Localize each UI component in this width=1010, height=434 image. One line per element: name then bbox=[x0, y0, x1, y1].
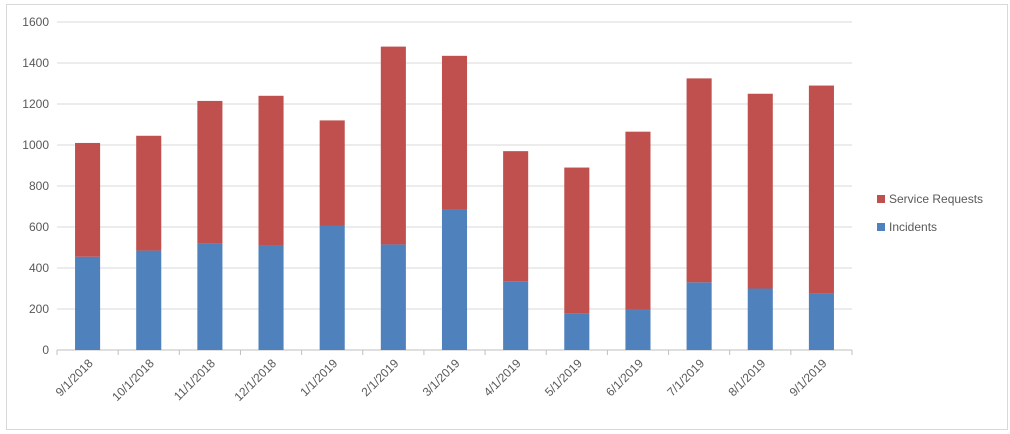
legend-swatch bbox=[877, 195, 885, 203]
y-tick-label: 200 bbox=[29, 302, 49, 316]
x-tick-label: 2/1/2019 bbox=[359, 356, 402, 399]
x-tick-label: 4/1/2019 bbox=[481, 356, 524, 399]
legend-label: Incidents bbox=[889, 220, 937, 234]
bar-incidents[interactable] bbox=[808, 293, 834, 350]
x-tick-label: 9/1/2019 bbox=[787, 356, 830, 399]
x-tick-label: 12/1/2018 bbox=[232, 356, 280, 404]
y-tick-label: 800 bbox=[29, 179, 49, 193]
bar-service-requests[interactable] bbox=[380, 46, 406, 245]
bar-incidents[interactable] bbox=[747, 288, 773, 351]
bar-incidents[interactable] bbox=[503, 281, 529, 350]
y-tick-label: 1200 bbox=[22, 97, 49, 111]
x-axis: 9/1/2018 10/1/2018 11/1/2018 12/1/2018 1/1/2… bbox=[53, 350, 853, 404]
bar-service-requests[interactable] bbox=[319, 120, 345, 226]
x-tick-label: 10/1/2018 bbox=[109, 356, 157, 404]
bar-incidents[interactable] bbox=[75, 256, 101, 350]
bar-incidents[interactable] bbox=[197, 243, 223, 350]
y-tick-label: 1000 bbox=[22, 138, 49, 152]
x-tick-label: 1/1/2019 bbox=[297, 356, 340, 399]
x-tick-label: 6/1/2019 bbox=[603, 356, 646, 399]
bar-incidents[interactable] bbox=[319, 225, 345, 350]
x-tick-label: 5/1/2019 bbox=[542, 356, 585, 399]
x-tick-label: 11/1/2018 bbox=[171, 356, 218, 403]
y-tick-label: 600 bbox=[29, 220, 49, 234]
bar-incidents[interactable] bbox=[136, 250, 162, 350]
bar-incidents[interactable] bbox=[380, 244, 406, 350]
bar-service-requests[interactable] bbox=[75, 142, 101, 257]
y-tick-label: 1400 bbox=[22, 56, 49, 70]
y-tick-label: 0 bbox=[42, 343, 49, 357]
bar-incidents[interactable] bbox=[258, 245, 284, 350]
x-tick-label: 8/1/2019 bbox=[725, 356, 768, 399]
x-tick-label: 7/1/2019 bbox=[664, 356, 707, 399]
y-tick-label: 1600 bbox=[22, 15, 49, 29]
bar-service-requests[interactable] bbox=[747, 93, 773, 289]
legend-label: Service Requests bbox=[889, 192, 983, 206]
x-tick-label: 9/1/2018 bbox=[53, 356, 96, 399]
bar-service-requests[interactable] bbox=[136, 135, 162, 251]
bar-service-requests[interactable] bbox=[503, 151, 529, 282]
bar-series bbox=[75, 46, 834, 351]
bar-service-requests[interactable] bbox=[686, 78, 712, 283]
y-axis: 0 200 400 600 800 1000 1200 1400 1600 bbox=[22, 15, 49, 357]
bar-service-requests[interactable] bbox=[197, 100, 223, 244]
bar-incidents[interactable] bbox=[564, 313, 590, 350]
x-tick-label: 3/1/2019 bbox=[420, 356, 463, 399]
stacked-bar-chart: 0 200 400 600 800 1000 1200 1400 1600 9/1/2018 10… bbox=[22, 15, 983, 404]
bar-service-requests[interactable] bbox=[258, 95, 284, 246]
bar-service-requests[interactable] bbox=[808, 85, 834, 294]
bar-service-requests[interactable] bbox=[625, 131, 651, 309]
bar-incidents[interactable] bbox=[625, 309, 651, 350]
y-tick-label: 400 bbox=[29, 261, 49, 275]
bar-incidents[interactable] bbox=[686, 282, 712, 350]
bar-service-requests[interactable] bbox=[564, 167, 590, 314]
legend-swatch bbox=[877, 223, 885, 231]
bar-service-requests[interactable] bbox=[441, 55, 468, 210]
legend[interactable]: Service Requests Incidents bbox=[877, 192, 983, 234]
bar-incidents[interactable] bbox=[441, 209, 468, 350]
chart-area[interactable]: 0 200 400 600 800 1000 1200 1400 1600 9/1/2018 10… bbox=[6, 4, 1008, 430]
